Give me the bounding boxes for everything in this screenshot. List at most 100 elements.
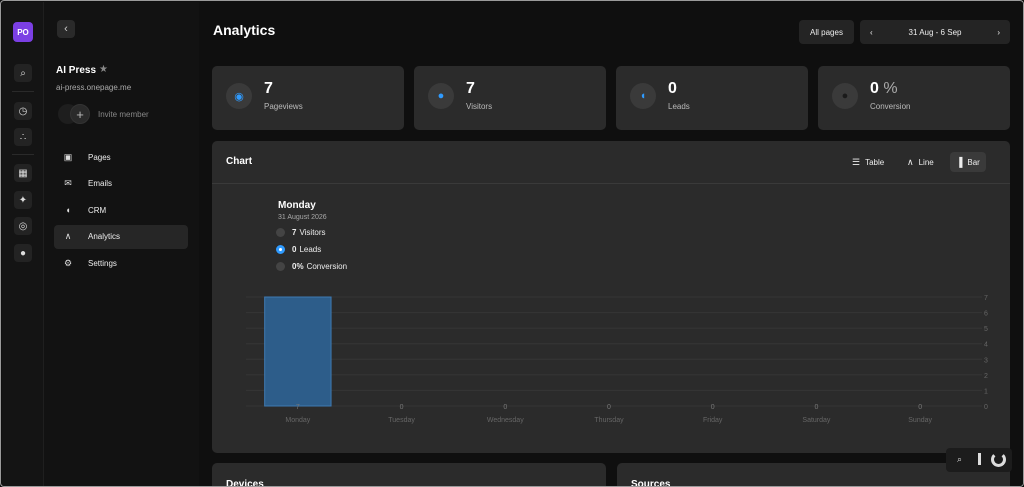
bar-view-button[interactable]: ▐ Bar [950, 152, 986, 172]
page-filter-button[interactable]: All pages [799, 20, 854, 44]
tooltip-row-conversion[interactable]: 0% Conversion [276, 262, 347, 271]
chart-title: Chart [226, 156, 253, 167]
tooltip-label: Conversion [306, 262, 348, 271]
clock-icon[interactable]: ◷ [14, 102, 32, 120]
stat-unit: % [883, 80, 898, 97]
devices-card: Devices [212, 463, 606, 487]
bar-value-label: 0 [503, 404, 507, 411]
stat-label: Pageviews [264, 102, 303, 111]
globe-icon[interactable]: ◎ [14, 217, 32, 235]
crm-icon: ◖ [65, 205, 71, 215]
y-tick-label: 7 [984, 295, 988, 302]
sidebar-item-label: Pages [88, 152, 111, 162]
y-tick-label: 3 [984, 357, 988, 364]
sources-title: Sources [631, 479, 671, 487]
devices-title: Devices [226, 479, 264, 487]
tooltip-date: 31 August 2026 [278, 214, 327, 221]
table-view-button[interactable]: ☰ Table [846, 152, 890, 172]
icon-rail: PO ⌕ ◷ ∴ ▦ ✦ ◎ ● [2, 2, 44, 486]
analytics-icon: ∧ [64, 231, 72, 241]
chart-grid [246, 296, 982, 407]
stat-value: 0 % [870, 80, 898, 98]
rail-divider [12, 154, 34, 155]
view-label: Table [865, 157, 885, 167]
chart-y-labels: 0 1 2 3 4 5 6 7 [984, 295, 988, 411]
divider [212, 183, 1010, 184]
mail-icon: ✉ [64, 178, 72, 188]
radio-on [276, 245, 285, 254]
view-label: Line [918, 157, 934, 167]
leads-icon: ◖ [630, 83, 656, 109]
search-icon[interactable]: ⌕ [14, 64, 32, 82]
sidebar-item-analytics[interactable]: ∧ Analytics [54, 224, 188, 249]
bar-value-label: 0 [607, 404, 611, 411]
x-tick-label: Tuesday [388, 417, 415, 424]
chevron-right-icon[interactable]: › [997, 27, 1000, 37]
date-range-label[interactable]: 31 Aug - 6 Sep [908, 27, 962, 37]
bar-value-label: 0 [814, 404, 818, 411]
stat-label: Conversion [870, 102, 911, 111]
bar [264, 297, 332, 406]
sidebar: ‹ AI Press ★ ai-press.onepage.me + Invit… [44, 2, 199, 486]
y-tick-label: 4 [984, 342, 988, 349]
sidebar-item-pages[interactable]: ▣ Pages [54, 145, 188, 169]
stat-value: 0 [668, 80, 677, 97]
x-tick-label: Friday [703, 417, 723, 424]
bar-outline [264, 296, 332, 407]
gear-icon: ⚙ [63, 257, 73, 268]
workspace-avatar[interactable]: PO [13, 22, 33, 42]
stat-card-conversion: ● 0 % Conversion [818, 66, 1010, 130]
y-tick-label: 1 [984, 388, 988, 395]
bar-value-label: 7 [296, 404, 300, 411]
search-icon[interactable]: ⌕ [957, 454, 963, 464]
stat-card-visitors: ● 7 Visitors [414, 66, 606, 130]
sidebar-item-emails[interactable]: ✉ Emails [54, 172, 188, 196]
tooltip-value: 7 [292, 228, 297, 237]
user-icon[interactable]: ● [14, 244, 32, 262]
stat-value-number: 0 [870, 80, 879, 97]
pages-icon: ▣ [63, 151, 73, 162]
apps-icon[interactable]: ▦ [14, 164, 32, 182]
eye-icon: ◉ [226, 83, 252, 109]
stat-value: 7 [264, 80, 273, 97]
line-view-button[interactable]: ∧ Line [901, 152, 940, 172]
star-icon[interactable]: ★ [99, 64, 108, 75]
sidebar-item-crm[interactable]: ◖ CRM [54, 198, 188, 222]
y-tick-label: 0 [984, 404, 988, 411]
y-tick-label: 6 [984, 311, 988, 318]
sidebar-item-label: CRM [88, 205, 107, 215]
page-title: Analytics [213, 22, 276, 38]
chevron-left-icon[interactable]: ‹ [57, 20, 75, 38]
chart-x-labels: Monday Tuesday Wednesday Thursday Friday Satu… [285, 417, 932, 424]
invite-member-button[interactable]: + Invite member [58, 104, 149, 124]
plus-icon: + [70, 104, 90, 124]
radio-off [276, 228, 285, 237]
share-icon[interactable]: ∴ [14, 128, 32, 146]
tooltip-day: Monday [278, 200, 316, 211]
sidebar-item-label: Analytics [88, 232, 121, 241]
stat-label: Leads [668, 102, 690, 111]
site-url[interactable]: ai-press.onepage.me [56, 83, 132, 92]
x-tick-label: Sunday [908, 417, 932, 424]
radio-off [276, 262, 285, 271]
line-chart-icon: ∧ [907, 156, 914, 167]
chart-bars [264, 296, 332, 407]
integrations-icon[interactable]: ✦ [14, 191, 32, 209]
date-range-picker: ‹ 31 Aug - 6 Sep › [860, 20, 1010, 44]
bar-chart: 7 0 0 0 0 0 0 Monday Tuesday Wednesday Thursday Fr… [246, 295, 988, 424]
bar-value-label: 0 [400, 404, 404, 411]
main-content: Analytics All pages ‹ 31 Aug - 6 Sep › ◉… [199, 2, 1023, 487]
x-tick-label: Thursday [594, 417, 624, 424]
sidebar-item-settings[interactable]: ⚙ Settings [54, 251, 188, 275]
chart-card: Chart ☰ Table ∧ Line ▐ Bar 7 0 0 0 0 0 0 Monda… [212, 141, 1010, 453]
invite-member-label: Invite member [98, 109, 149, 119]
chart-value-labels: 7 0 0 0 0 0 0 [296, 404, 922, 411]
tooltip-row-leads[interactable]: 0 Leads [276, 245, 321, 254]
tooltip-row-visitors[interactable]: 7 Visitors [276, 228, 326, 237]
sidebar-item-label: Settings [88, 258, 117, 268]
loading-icon[interactable] [991, 452, 1006, 467]
chevron-left-icon[interactable]: ‹ [870, 27, 873, 37]
bar-value-label: 0 [918, 404, 922, 411]
conversion-icon: ● [832, 83, 858, 109]
